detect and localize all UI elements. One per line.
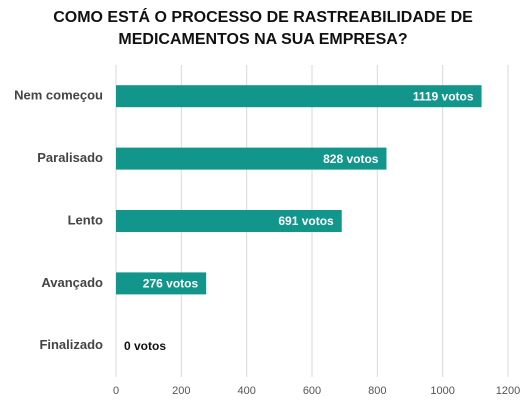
x-tick-label: 400	[237, 385, 255, 397]
x-tick-label: 1000	[430, 385, 454, 397]
y-tick-label: Nem começou	[14, 88, 103, 103]
y-tick-label: Finalizado	[39, 337, 103, 352]
value-label: 0 votos	[124, 339, 166, 353]
bar	[116, 272, 207, 295]
x-tick-label: 1200	[496, 385, 520, 397]
x-tick-label: 200	[172, 385, 190, 397]
x-tick-label: 0	[113, 385, 119, 397]
value-label: 1119 votos	[413, 89, 474, 103]
value-label: 691 votos	[278, 214, 334, 228]
x-tick-label: 800	[368, 385, 386, 397]
y-tick-label: Paralisado	[37, 150, 103, 165]
y-tick-label: Avançado	[41, 275, 103, 290]
chart-title: COMO ESTÁ O PROCESSO DE RASTREABILIDADE …	[53, 7, 473, 26]
bar	[116, 85, 482, 108]
value-label: 828 votos	[323, 152, 379, 166]
bar	[116, 210, 342, 232]
x-tick-label: 600	[303, 385, 321, 397]
value-label: 276 votos	[143, 277, 199, 291]
y-tick-label: Lento	[68, 212, 103, 227]
bar	[116, 147, 387, 170]
chart-title: MEDICAMENTOS NA SUA EMPRESA?	[118, 31, 407, 48]
